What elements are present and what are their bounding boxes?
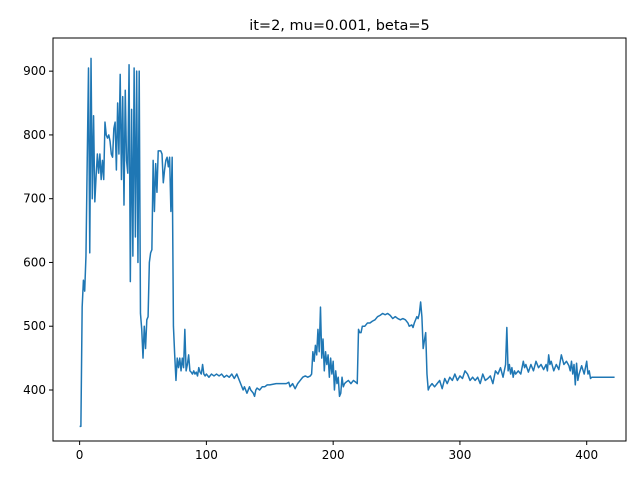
x-tick-label: 300	[448, 448, 471, 462]
y-tick-label: 400	[23, 383, 46, 397]
axes-frame	[52, 37, 627, 442]
x-axis: 0 100 200 300 400	[76, 441, 598, 462]
x-tick-label: 200	[322, 448, 345, 462]
plot-area	[79, 57, 615, 428]
series-line-0	[79, 57, 615, 428]
y-tick-label: 700	[23, 192, 46, 206]
x-tick-label: 0	[76, 448, 84, 462]
y-tick-label: 500	[23, 319, 46, 333]
chart-title: it=2, mu=0.001, beta=5	[249, 18, 430, 34]
y-axis: 400 500 600 700 800 900	[23, 64, 53, 397]
y-tick-label: 900	[23, 64, 46, 78]
y-tick-label: 800	[23, 128, 46, 142]
x-tick-label: 400	[575, 448, 598, 462]
y-tick-label: 600	[23, 255, 46, 269]
x-tick-label: 100	[195, 448, 218, 462]
